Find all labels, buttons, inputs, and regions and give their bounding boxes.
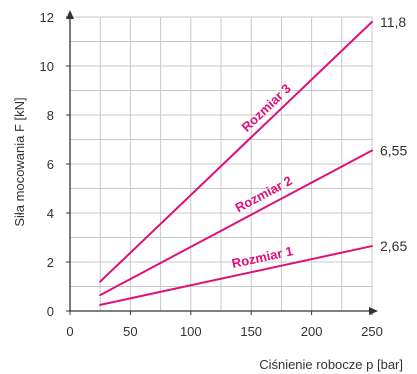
- series-end-value-label: 2,65: [380, 238, 407, 254]
- series-end-value-label: 6,55: [380, 143, 407, 159]
- x-axis-label: Ciśnienie robocze p [bar]: [259, 357, 403, 372]
- x-tick-label: 200: [301, 324, 323, 339]
- x-tick-label: 100: [180, 324, 202, 339]
- y-tick-label: 4: [47, 206, 54, 221]
- x-tick-label: 250: [361, 324, 383, 339]
- y-axis-label: Siła mocowania F [kN]: [12, 97, 27, 226]
- x-tick-label: 0: [66, 324, 73, 339]
- series-line: [99, 149, 373, 297]
- series-end-value-label: 11,8: [380, 14, 406, 30]
- x-tick-label: 150: [240, 324, 262, 339]
- y-tick-label: 8: [47, 108, 54, 123]
- y-axis-arrow: [66, 10, 74, 19]
- y-tick-label: 2: [47, 255, 54, 270]
- tick-labels: 0 50 100 150 200 250 0 2 4 6 8 10 12: [40, 10, 383, 339]
- series-line: [99, 245, 373, 306]
- series-name-label: Rozmiar 1: [230, 243, 294, 271]
- x-axis-arrow: [369, 307, 378, 315]
- y-tick-label: 12: [40, 10, 54, 25]
- y-tick-label: 0: [47, 304, 54, 319]
- y-tick-label: 6: [47, 157, 54, 172]
- y-tick-label: 10: [40, 59, 54, 74]
- series-line: [99, 20, 373, 283]
- x-tick-label: 50: [123, 324, 137, 339]
- series-name-label: Rozmiar 3: [239, 81, 294, 135]
